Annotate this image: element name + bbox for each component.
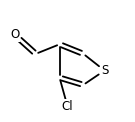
Text: Cl: Cl <box>62 100 73 113</box>
Text: S: S <box>101 64 108 77</box>
Text: O: O <box>10 28 19 41</box>
